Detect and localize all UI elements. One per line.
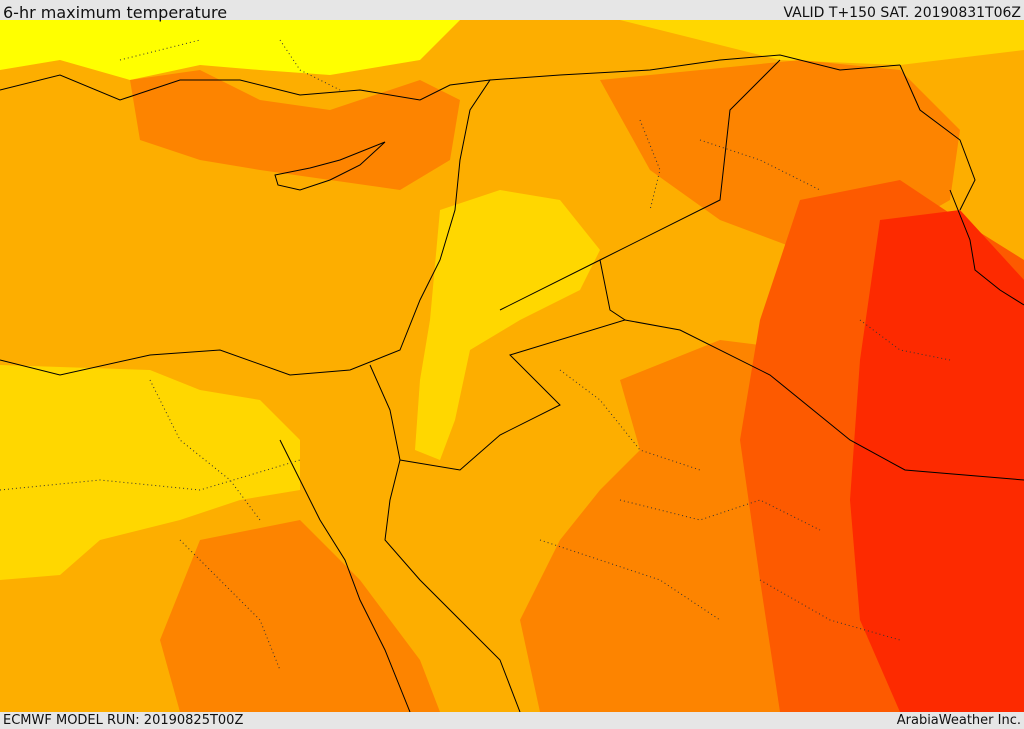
border-turkey-syria (489, 54, 901, 81)
map-title: 6-hr maximum temperature (3, 3, 228, 22)
persian-gulf-coastline (949, 189, 1024, 306)
border-egypt-israel (369, 364, 401, 461)
cyprus-coastline (274, 141, 386, 191)
temp-zone-yellow-levant (415, 190, 600, 460)
temperature-map (0, 20, 1024, 712)
red-sea-coastline-east (384, 459, 521, 712)
border-iraq-saudi (624, 319, 1024, 481)
border-iraq-iran (899, 64, 976, 211)
valid-time-label: VALID T+150 SAT. 20190831T06Z (783, 5, 1021, 21)
temp-zone-yellow-egypt (0, 365, 300, 580)
mediterranean-coastline (0, 74, 492, 376)
border-syria-iraq (499, 59, 781, 311)
admin-borders (0, 39, 951, 671)
credit-label: ArabiaWeather Inc. (896, 713, 1021, 728)
map-canvas (0, 20, 1024, 712)
red-sea-coastline-west (279, 439, 411, 712)
border-jordan-iraq (399, 259, 627, 471)
model-run-label: ECMWF MODEL RUN: 20190825T00Z (3, 713, 244, 728)
temp-zone-orange-anatolia (130, 70, 460, 190)
temp-zone-hottest-gulf (850, 210, 1024, 712)
map-header: 6-hr maximum temperature VALID T+150 SAT… (0, 0, 1024, 22)
map-footer: ECMWF MODEL RUN: 20190825T00Z ArabiaWeat… (0, 712, 1024, 729)
temp-zone-yellow-north (0, 20, 460, 80)
temp-zone-yellow-north-east (620, 20, 1024, 65)
temp-zone-orange-redsea (160, 520, 440, 712)
